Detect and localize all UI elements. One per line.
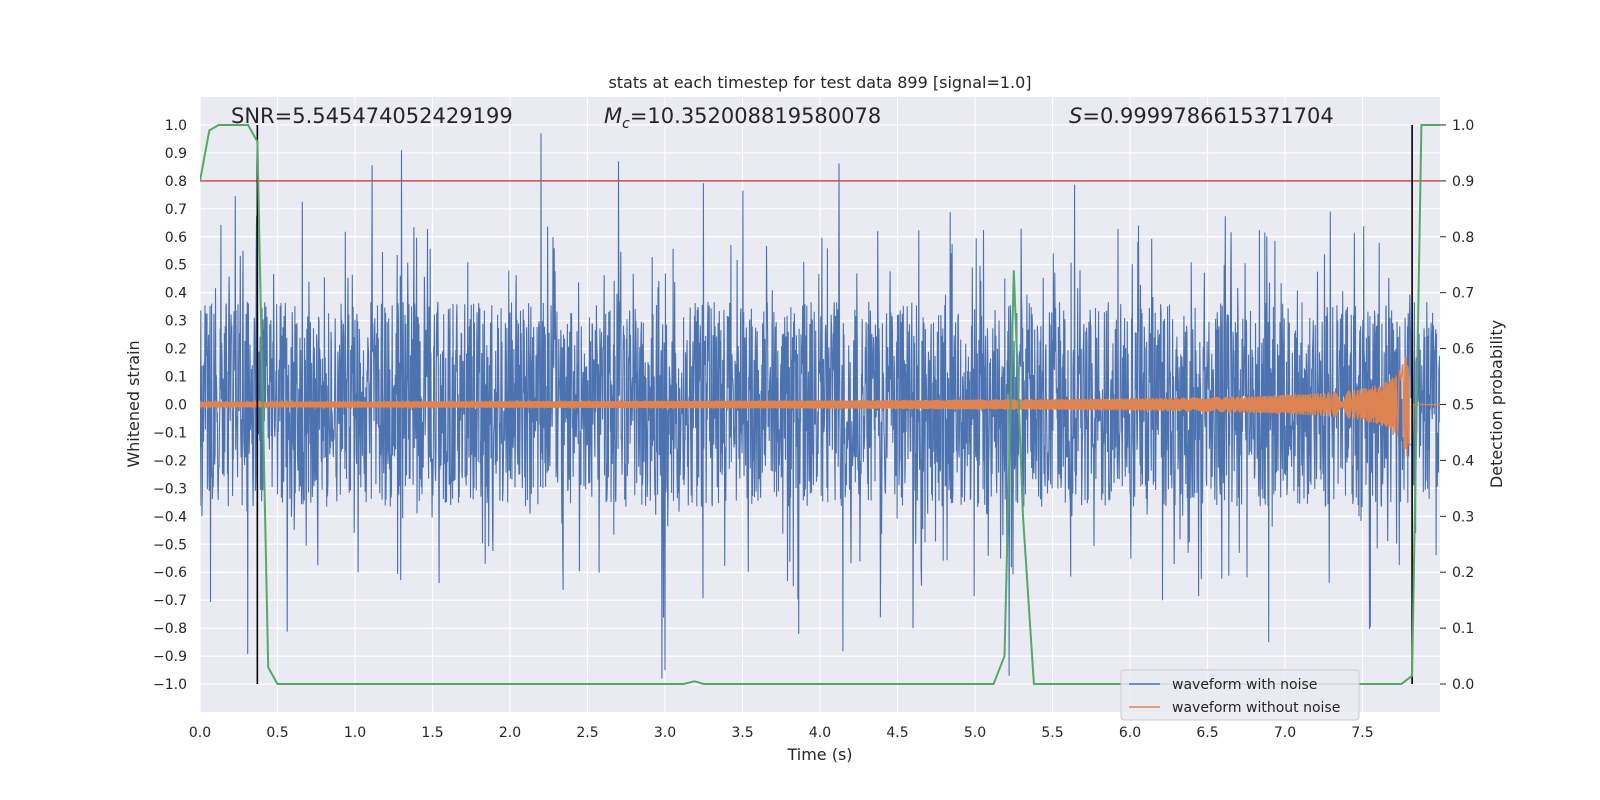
x-tick-label: 3.0: [654, 725, 676, 741]
y2-tick-label: 0.8: [1452, 230, 1474, 246]
x-tick-label: 2.5: [576, 725, 598, 741]
x-tick-label: 4.0: [809, 725, 831, 741]
y-tick-label: 0.1: [165, 370, 187, 386]
y2-tick-label: 0.3: [1452, 509, 1474, 525]
y-tick-label: −0.8: [153, 621, 187, 637]
x-tick-label: 0.5: [266, 725, 288, 741]
x-axis-label: Time (s): [786, 745, 852, 764]
x-tick-label: 4.5: [886, 725, 908, 741]
y-axis-label: Whitened strain: [124, 340, 143, 467]
x-tick-label: 5.0: [964, 725, 986, 741]
stat-s-value: =0.9999786615371704: [1082, 104, 1333, 128]
x-tick-label: 3.5: [731, 725, 753, 741]
chart-title: stats at each timestep for test data 899…: [608, 73, 1031, 92]
y-tick-label: −0.2: [153, 453, 187, 469]
stat-s-symbol: S: [1069, 104, 1082, 128]
y-tick-label: −0.9: [153, 649, 187, 665]
y2-axis-label: Detection probability: [1487, 320, 1506, 488]
y-tick-label: 0.7: [165, 202, 187, 218]
y-tick-label: 0.2: [165, 342, 187, 358]
stat-chirp-mass-subscript: c: [622, 116, 630, 132]
y-tick-label: −0.1: [153, 425, 187, 441]
stat-chirp-mass: Mc=10.352008819580078: [604, 104, 881, 132]
marker-lines: [256, 124, 1413, 685]
x-tick-label: 0.0: [189, 725, 211, 741]
y2-tick-label: 0.1: [1452, 621, 1474, 637]
stat-chirp-mass-symbol: M: [604, 104, 622, 128]
waveform-with-noise-line: [200, 133, 1440, 679]
legend: waveform with noise waveform without noi…: [1120, 669, 1360, 721]
y2-tick-label: 1.0: [1452, 118, 1474, 134]
x-tick-label: 6.0: [1119, 725, 1141, 741]
series-waveform-with-noise: [200, 133, 1440, 679]
y-tick-label: −0.4: [153, 509, 187, 525]
y-tick-label: 0.4: [165, 286, 187, 302]
y-tick-label: 0.0: [165, 398, 187, 414]
x-tick-label: 7.0: [1274, 725, 1296, 741]
y2-tick-label: 0.6: [1452, 342, 1474, 358]
y2-tick-label: 0.7: [1452, 286, 1474, 302]
y2-tick-label: 0.2: [1452, 565, 1474, 581]
waveform-without-noise-line: [200, 356, 1440, 457]
legend-box: [1120, 669, 1360, 721]
y-tick-label: −0.3: [153, 481, 187, 497]
stat-snr: SNR=5.545474052429199: [231, 104, 513, 128]
y-tick-label: 0.3: [165, 314, 187, 330]
legend-label-with-noise: waveform with noise: [1172, 677, 1317, 693]
x-tick-label: 5.5: [1041, 725, 1063, 741]
x-tick-label: 6.5: [1196, 725, 1218, 741]
y-tick-label: −0.6: [153, 565, 187, 581]
y-tick-label: 0.9: [165, 146, 187, 162]
y-tick-label: 0.8: [165, 174, 187, 190]
stat-chirp-mass-value: =10.352008819580078: [630, 104, 881, 128]
y-tick-label: −0.7: [153, 593, 187, 609]
y2-tick-label: 0.9: [1452, 174, 1474, 190]
y2-tick-label: 0.0: [1452, 677, 1474, 693]
x-tick-label: 2.0: [499, 725, 521, 741]
x-tick-label: 7.5: [1351, 725, 1373, 741]
y2-tick-label: 0.5: [1452, 398, 1474, 414]
y-tick-label: 0.5: [165, 258, 187, 274]
series-waveform-without-noise: [200, 356, 1440, 457]
x-tick-label: 1.5: [421, 725, 443, 741]
y-tick-label: −1.0: [153, 677, 187, 693]
y-tick-label: −0.5: [153, 537, 187, 553]
y-tick-label: 1.0: [165, 118, 187, 134]
x-tick-label: 1.0: [344, 725, 366, 741]
y-tick-label: 0.6: [165, 230, 187, 246]
stat-s: S=0.9999786615371704: [1069, 104, 1334, 128]
y2-tick-label: 0.4: [1452, 453, 1474, 469]
legend-label-without-noise: waveform without noise: [1172, 700, 1340, 716]
axis-ticks: 0.0 0.5 1.0 1.5 2.0 2.5 3.0 3.5 4.0 4.5 5.0 5.5 6.0 6…: [153, 118, 1474, 741]
